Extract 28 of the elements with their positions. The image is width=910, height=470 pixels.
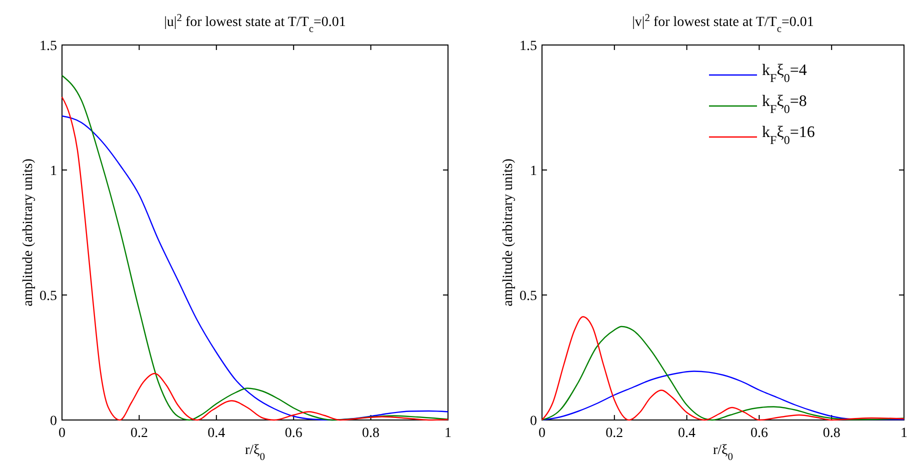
y-tick-label: 1 — [530, 164, 537, 179]
x-tick-label: 0.4 — [678, 426, 696, 441]
y-tick-label: 1.5 — [40, 39, 57, 54]
x-tick-label: 0.8 — [362, 426, 380, 441]
chart-title: |v|$^{2}$ for lowest state at T/T$_{c}$=0.01 — [632, 12, 814, 34]
x-tick-label: 0.6 — [750, 426, 768, 441]
x-tick-label: 0.8 — [822, 426, 840, 441]
x-tick-label: 0.2 — [606, 426, 624, 441]
legend-label: k$_{F}$ξ$_{0}$=8 — [762, 93, 807, 116]
y-tick-label: 0.5 — [520, 289, 537, 304]
x-tick-label: 0.6 — [284, 426, 302, 441]
chart-title: |u|$^{2}$ for lowest state at T/T$_{c}$=0.01 — [164, 12, 346, 34]
x-tick-label: 1 — [444, 426, 452, 441]
x-axis-title: r/ξ$_{0}$ — [712, 443, 734, 462]
legend-label: k$_{F}$ξ$_{0}$=16 — [762, 124, 815, 147]
y-tick-label: 1 — [50, 164, 57, 179]
y-tick-label: 0 — [50, 414, 57, 429]
y-tick-label: 0 — [530, 414, 537, 429]
y-axis-title: amplitude (arbitrary units) — [501, 158, 516, 306]
y-tick-label: 1.5 — [520, 39, 537, 54]
x-tick-label: 1 — [900, 426, 908, 441]
x-axis-title: r/ξ$_{0}$ — [244, 443, 266, 462]
legend-label: k$_{F}$ξ$_{0}$=4 — [762, 62, 807, 85]
y-tick-label: 0.5 — [40, 289, 57, 304]
x-tick-label: 0.2 — [130, 426, 148, 441]
x-tick-label: 0.4 — [208, 426, 226, 441]
line-series — [541, 370, 905, 421]
y-axis-title: amplitude (arbitrary units) — [21, 158, 36, 306]
